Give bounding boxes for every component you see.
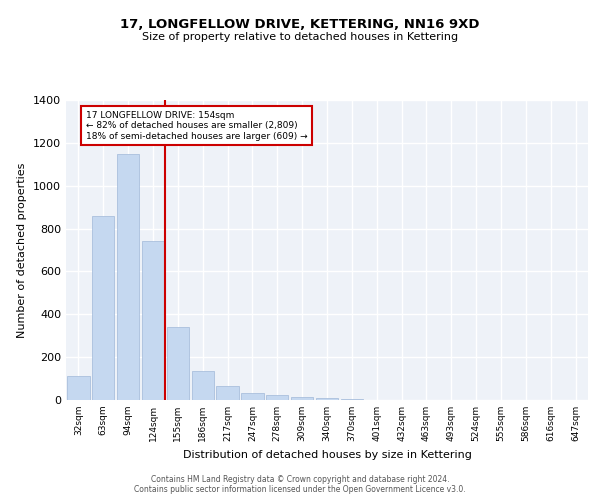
Bar bbox=[167, 327, 189, 400]
Text: Contains HM Land Registry data © Crown copyright and database right 2024.
Contai: Contains HM Land Registry data © Crown c… bbox=[134, 474, 466, 494]
Bar bbox=[142, 242, 164, 400]
Y-axis label: Number of detached properties: Number of detached properties bbox=[17, 162, 28, 338]
Text: 17, LONGFELLOW DRIVE, KETTERING, NN16 9XD: 17, LONGFELLOW DRIVE, KETTERING, NN16 9X… bbox=[120, 18, 480, 30]
Bar bbox=[217, 386, 239, 400]
Bar bbox=[67, 376, 89, 400]
X-axis label: Distribution of detached houses by size in Kettering: Distribution of detached houses by size … bbox=[182, 450, 472, 460]
Bar bbox=[191, 371, 214, 400]
Text: Size of property relative to detached houses in Kettering: Size of property relative to detached ho… bbox=[142, 32, 458, 42]
Bar bbox=[291, 397, 313, 400]
Bar bbox=[341, 399, 363, 400]
Text: 17 LONGFELLOW DRIVE: 154sqm
← 82% of detached houses are smaller (2,809)
18% of : 17 LONGFELLOW DRIVE: 154sqm ← 82% of det… bbox=[86, 110, 308, 140]
Bar bbox=[316, 398, 338, 400]
Bar bbox=[266, 396, 289, 400]
Bar bbox=[117, 154, 139, 400]
Bar bbox=[241, 392, 263, 400]
Bar bbox=[92, 216, 115, 400]
